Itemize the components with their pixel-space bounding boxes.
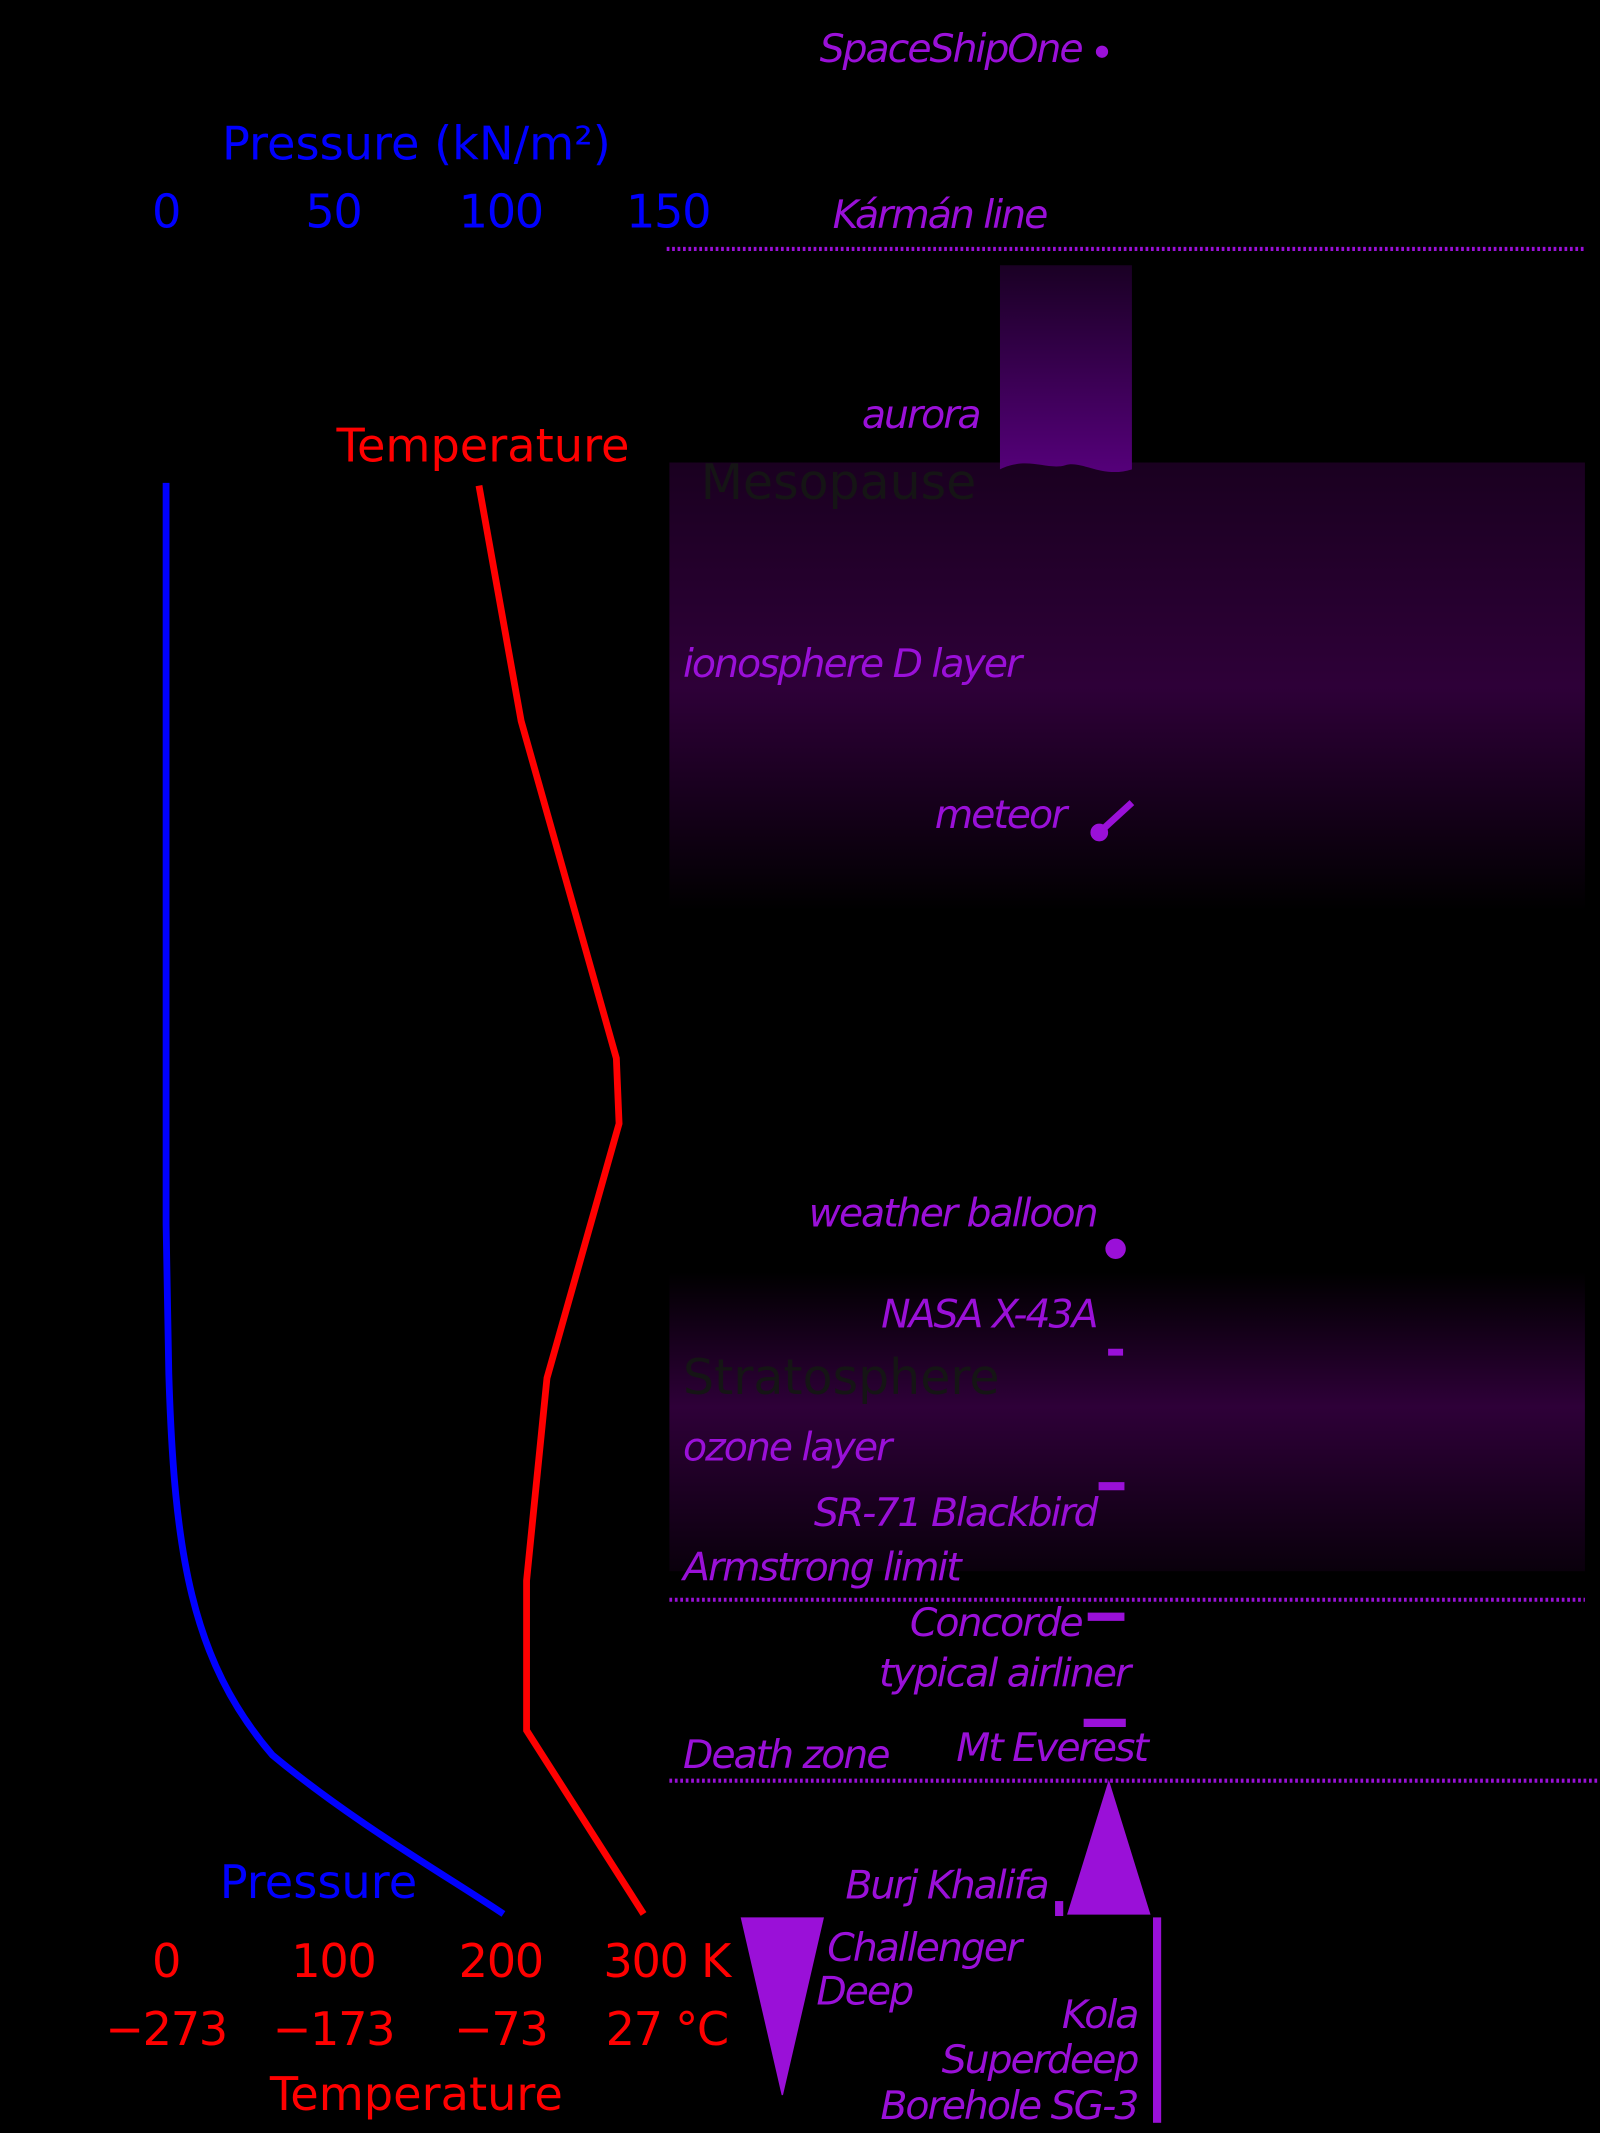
temperature-title: Temperature (269, 2067, 563, 2121)
layer-label: Stratosphere (683, 1349, 1000, 1406)
stratosphere-band (669, 1271, 1585, 1572)
feature-label: SR-71 Blackbird (814, 1490, 1100, 1536)
airliner-icon (1083, 1718, 1126, 1727)
pressure-tick: 0 (152, 184, 180, 238)
celsius-tick: −73 (454, 2002, 548, 2056)
kola-shape (1153, 1917, 1162, 2123)
feature-label: aurora (862, 392, 980, 438)
layer-label: Mesopause (701, 454, 977, 511)
boundary-lines (666, 246, 1600, 1783)
burj-shape (1055, 1901, 1064, 1917)
x43a-icon (1108, 1348, 1124, 1356)
feature-label: Borehole SG-3 (880, 2083, 1137, 2129)
pressure-curve-label: Pressure (220, 1855, 418, 1909)
kelvin-tick: 0 (152, 1934, 180, 1988)
balloon-icon (1105, 1238, 1126, 1259)
meteor-trail (1096, 800, 1135, 836)
kelvin-tick: 300 K (603, 1934, 733, 1988)
feature-label: Concorde (910, 1600, 1082, 1646)
feature-label: Armstrong limit (680, 1544, 963, 1590)
celsius-tick: −173 (273, 2002, 395, 2056)
feature-label: Death zone (683, 1732, 889, 1778)
feature-label: Mt Everest (956, 1725, 1150, 1771)
sr71-icon (1098, 1482, 1125, 1491)
pressure-title: Pressure (kN/m²) (222, 116, 611, 170)
feature-label: Kármán line (833, 192, 1047, 238)
feature-label: Kola (1062, 1992, 1138, 2038)
feature-label: meteor (935, 792, 1070, 838)
feature-label: typical airliner (879, 1650, 1134, 1696)
mesosphere-band (669, 462, 1585, 912)
feature-label: Challenger (827, 1925, 1025, 1971)
challenger-shape (740, 1917, 824, 2096)
pressure-tick: 100 (459, 184, 543, 238)
feature-label: ionosphere D layer (683, 641, 1025, 687)
icons (740, 45, 1162, 2123)
celsius-tick: 27 °C (606, 2002, 728, 2056)
feature-label: NASA X-43A (881, 1291, 1096, 1337)
kelvin-tick: 200 (459, 1934, 543, 1988)
feature-label: SpaceShipOne (820, 26, 1083, 72)
everest-shape (1067, 1779, 1151, 1915)
pressure-curve (162, 482, 506, 1917)
feature-label: Superdeep (942, 2037, 1139, 2083)
temperature-curve-label: Temperature (336, 418, 630, 472)
concorde-icon (1087, 1612, 1125, 1621)
pressure-tick: 50 (305, 184, 361, 238)
spaceshipone-icon (1095, 45, 1109, 58)
feature-label: weather balloon (809, 1191, 1097, 1237)
kelvin-tick: 100 (291, 1934, 375, 1988)
feature-label: Deep (816, 1969, 913, 2015)
feature-label: Burj Khalifa (845, 1863, 1047, 1909)
feature-label: ozone layer (683, 1425, 895, 1471)
pressure-tick: 150 (626, 184, 710, 238)
aurora-shape (999, 265, 1132, 473)
celsius-tick: −273 (105, 2002, 227, 2056)
temperature-curve (475, 485, 647, 1916)
